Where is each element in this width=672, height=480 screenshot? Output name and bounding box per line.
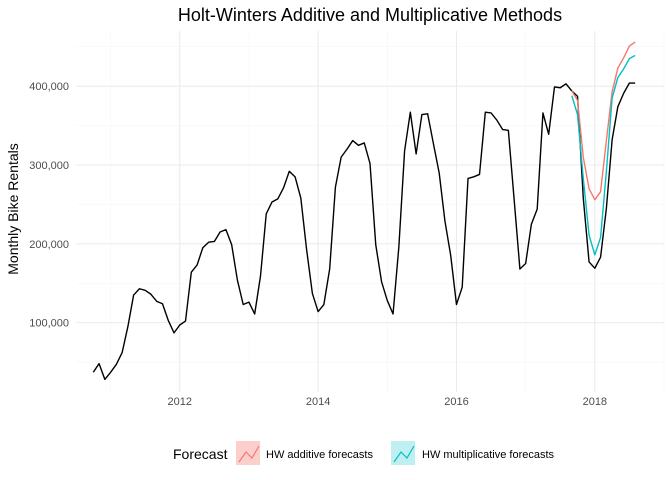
series-2 (571, 54, 636, 256)
y-tick-label-3: 400,000 (29, 81, 69, 93)
y-tick-label-2: 300,000 (29, 160, 69, 172)
y-tick-label-0: 100,000 (29, 318, 69, 330)
series-line-0 (92, 82, 636, 381)
series-0 (92, 82, 636, 381)
legend-key-multiplicative-line (393, 445, 415, 463)
series-line-1 (571, 41, 636, 201)
y-axis-tick-labels: 100,000 200,000 300,000 400,000 (29, 81, 69, 329)
y-tick-label-1: 200,000 (29, 239, 69, 251)
minor-gridlines (76, 31, 665, 392)
series-line-2 (571, 54, 636, 256)
series-layer (92, 41, 636, 381)
legend: Forecast HW additive forecasts HW multip… (173, 441, 555, 465)
legend-key-additive-line (238, 445, 260, 463)
legend-label-additive: HW additive forecasts (266, 449, 373, 461)
y-axis-title: Monthly Bike Rentals (5, 143, 21, 275)
legend-title: Forecast (173, 446, 228, 462)
legend-label-multiplicative: HW multiplicative forecasts (422, 449, 555, 461)
x-tick-label-3: 2018 (583, 396, 607, 408)
chart-title: Holt-Winters Additive and Multiplicative… (178, 5, 562, 25)
x-axis-tick-labels: 2012 2014 2016 2018 (168, 396, 608, 408)
x-tick-label-1: 2014 (306, 396, 330, 408)
legend-entry-additive: HW additive forecasts (236, 441, 373, 465)
series-1 (571, 41, 636, 201)
x-tick-label-2: 2016 (444, 396, 468, 408)
x-tick-label-0: 2012 (168, 396, 192, 408)
major-gridlines (76, 31, 664, 392)
legend-entry-multiplicative: HW multiplicative forecasts (391, 441, 555, 465)
